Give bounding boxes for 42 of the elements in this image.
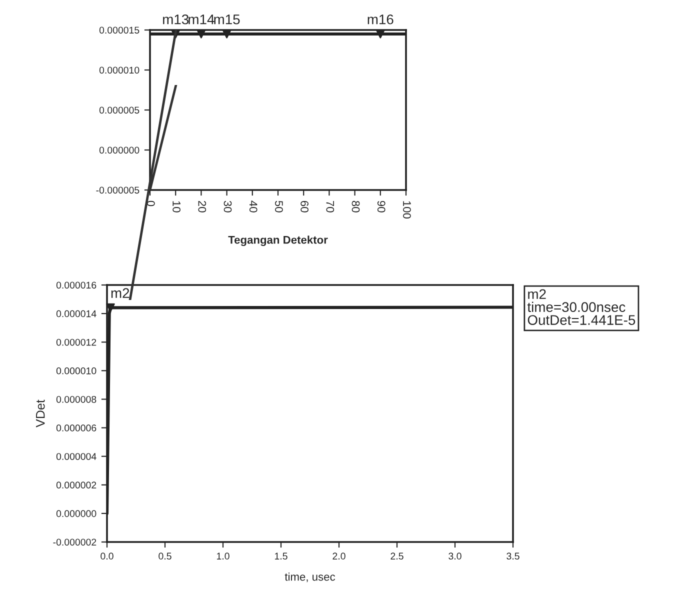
- y-tick-label: 0.000000: [56, 510, 96, 518]
- y-tick-label: 0.000012: [56, 338, 96, 346]
- x-tick-label: 70: [326, 200, 334, 212]
- y-tick-label: 0.000016: [56, 282, 96, 289]
- y-tick-label: 0.000000: [99, 146, 140, 154]
- x-tick-label: 1.5: [274, 552, 288, 560]
- y-tick-label: -0.000005: [96, 186, 140, 194]
- x-tick-label: 80: [352, 200, 360, 212]
- x-tick-label: 100: [403, 201, 411, 219]
- x-tick-label: 90: [377, 200, 386, 212]
- annotation: m14: [188, 14, 214, 24]
- y-axis-title: VDet: [36, 400, 45, 428]
- y-tick-label: 0.000010: [56, 367, 96, 374]
- x-axis-title: time, usec: [284, 572, 336, 582]
- y-tick-label: 0.000008: [56, 396, 96, 403]
- x-tick-label: 10: [172, 201, 180, 212]
- y-tick-label: 0.000014: [56, 310, 96, 318]
- x-tick-label: 0.5: [158, 552, 172, 560]
- y-tick-label: 0.000010: [99, 66, 140, 74]
- y-tick-label: 0.000005: [99, 106, 140, 114]
- x-axis-title: Tegangan Detektor: [228, 236, 328, 246]
- x-tick-label: 3.5: [506, 552, 520, 560]
- x-tick-label: 20: [198, 200, 206, 212]
- annotation: m16: [368, 14, 394, 24]
- y-tick-label: 0.000015: [99, 26, 140, 34]
- y-tick-label: 0.000006: [56, 424, 96, 432]
- x-tick-label: 1.0: [216, 552, 230, 560]
- x-tick-label: 30: [224, 200, 232, 212]
- x-tick-label: 2.0: [332, 552, 346, 560]
- y-tick-label: -0.000002: [53, 538, 96, 546]
- text: m2 time=30.00nsec OutDet=1.441E-5: [527, 289, 636, 325]
- annotation: m15: [214, 14, 240, 24]
- x-tick-label: 40: [249, 200, 258, 212]
- x-tick-label: 50: [275, 200, 283, 212]
- y-tick-label: 0.000004: [56, 453, 96, 460]
- annotation: m13: [163, 14, 188, 24]
- y-tick-label: 0.000002: [56, 482, 96, 489]
- x-tick-label: 60: [300, 200, 308, 212]
- x-tick-label: 0.0: [100, 552, 114, 560]
- annotation: m2: [111, 288, 130, 298]
- x-tick-label: 3.0: [448, 552, 462, 560]
- x-tick-label: 2.5: [390, 552, 404, 560]
